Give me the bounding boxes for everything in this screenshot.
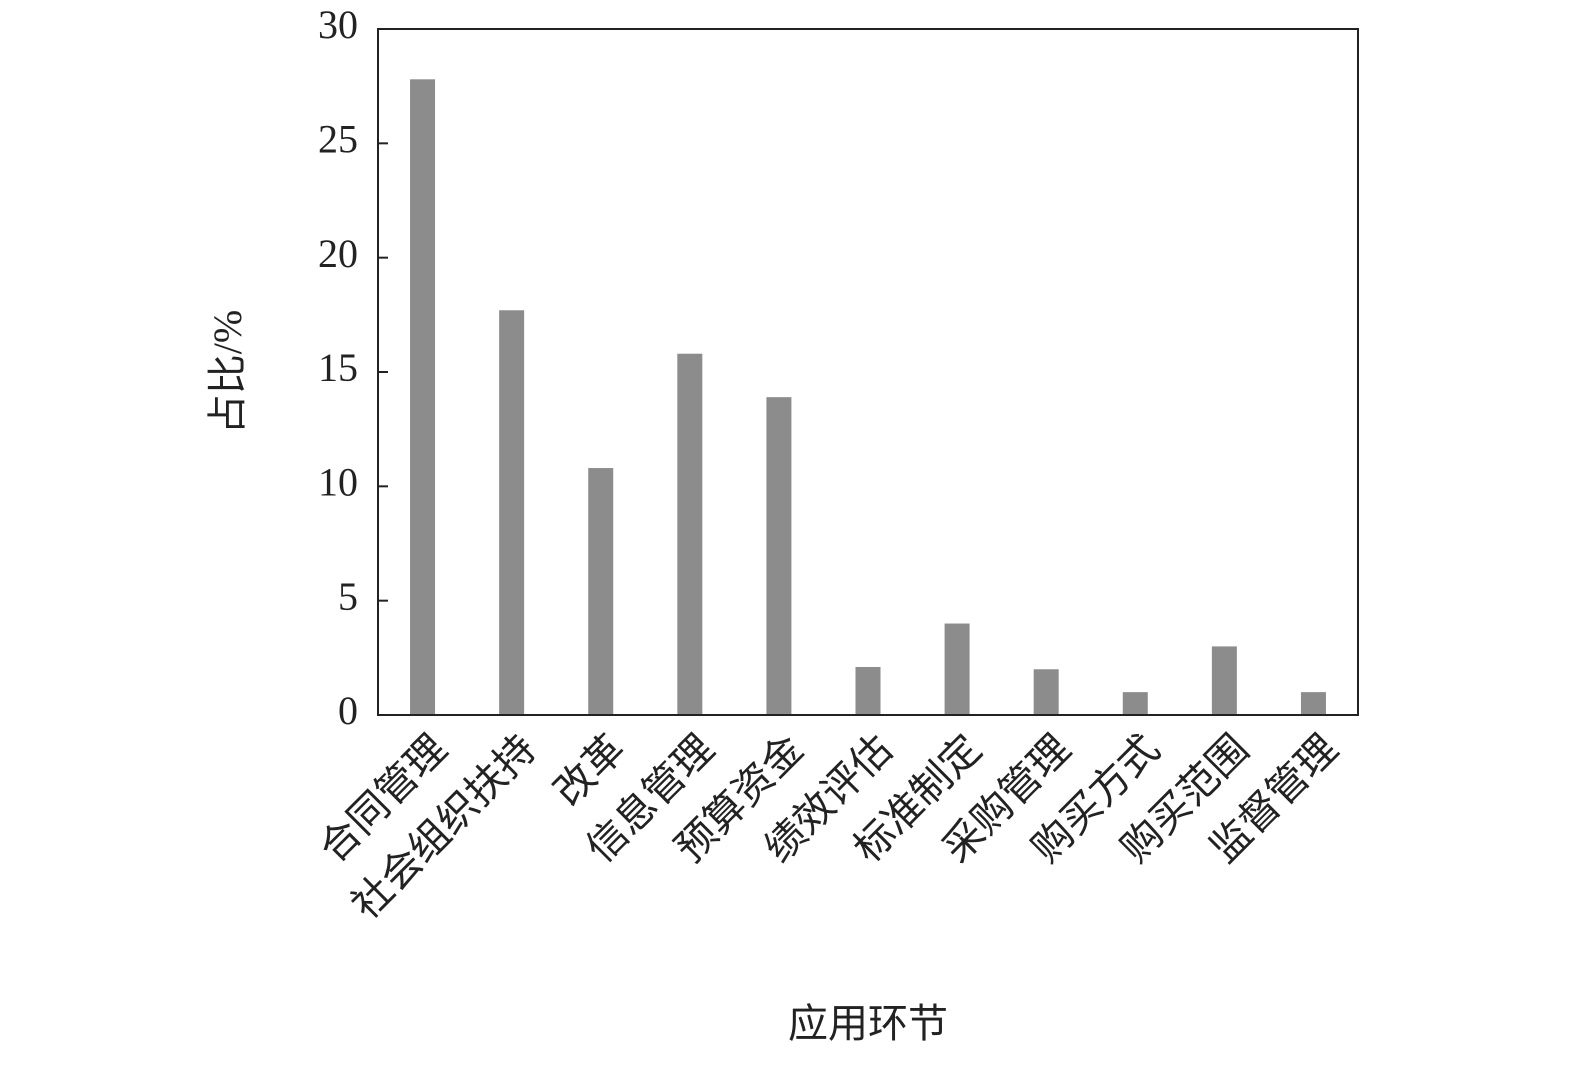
y-tick-label: 15 xyxy=(318,345,358,390)
bar xyxy=(1033,669,1059,715)
bar xyxy=(499,310,525,715)
y-tick-label: 30 xyxy=(318,2,358,47)
bar xyxy=(1211,646,1237,715)
bar xyxy=(410,79,436,716)
bar xyxy=(855,666,881,715)
y-tick-label: 0 xyxy=(338,688,358,733)
bar xyxy=(1300,692,1326,715)
y-axis-label: 占比/% xyxy=(205,310,250,434)
bar xyxy=(944,623,970,715)
bar xyxy=(677,353,703,715)
y-tick-label: 25 xyxy=(318,117,358,162)
bar xyxy=(1122,692,1148,715)
bar xyxy=(588,468,614,715)
bar xyxy=(766,397,792,715)
y-tick-label: 5 xyxy=(338,574,358,619)
plot-frame xyxy=(377,28,1359,716)
x-axis-label: 应用环节 xyxy=(788,1001,948,1046)
y-tick-label: 20 xyxy=(318,231,358,276)
y-tick-label: 10 xyxy=(318,460,358,505)
